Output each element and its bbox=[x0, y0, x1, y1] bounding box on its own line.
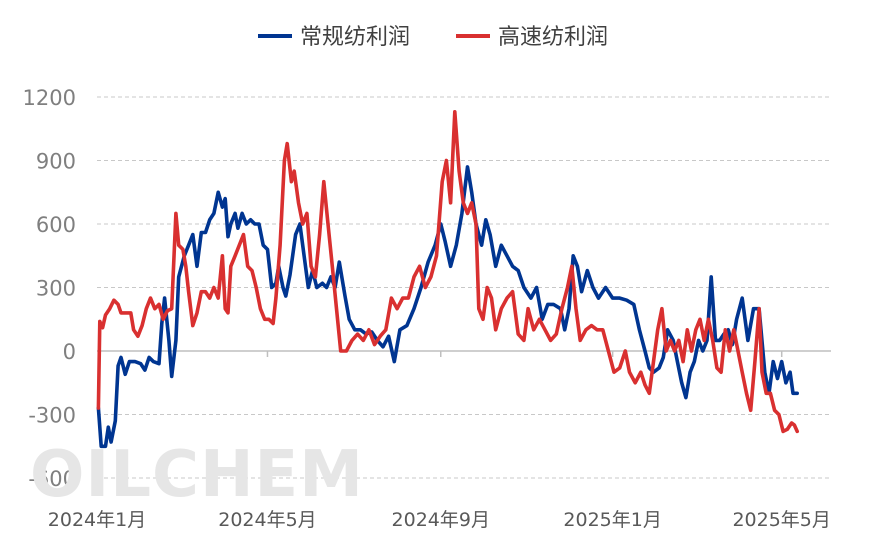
x-tick-label: 2025年5月 bbox=[732, 509, 830, 531]
series-lines bbox=[96, 110, 799, 449]
x-tick-label: 2025年1月 bbox=[563, 509, 661, 531]
x-axis-ticks: 2024年1月 2024年5月 2024年9月 2025年1月 2025年5月 bbox=[48, 351, 831, 531]
y-tick-label: 900 bbox=[36, 150, 76, 174]
x-tick-label: 2024年9月 bbox=[392, 509, 490, 531]
y-axis-ticks: -600 -300 0 300 600 900 1200 bbox=[23, 86, 76, 491]
y-tick-label: -600 bbox=[28, 467, 76, 491]
y-tick-label: 1200 bbox=[23, 86, 76, 110]
y-tick-label: 600 bbox=[36, 213, 76, 237]
legend: 常规纺利润 高速纺利润 bbox=[258, 25, 608, 50]
legend-label-high-speed-spinning: 高速纺利润 bbox=[498, 25, 608, 50]
y-tick-label: -300 bbox=[28, 404, 76, 428]
legend-label-regular-spinning: 常规纺利润 bbox=[300, 25, 410, 50]
y-tick-label: 300 bbox=[36, 277, 76, 301]
series-line-regular-spinning bbox=[96, 165, 799, 449]
watermark-logo: OILCHEM bbox=[30, 438, 364, 512]
gridlines bbox=[97, 96, 831, 479]
x-tick-label: 2024年1月 bbox=[48, 509, 146, 531]
y-tick-label: 0 bbox=[63, 340, 76, 364]
x-tick-label: 2024年5月 bbox=[218, 509, 316, 531]
series-line-high-speed-spinning bbox=[96, 110, 799, 434]
